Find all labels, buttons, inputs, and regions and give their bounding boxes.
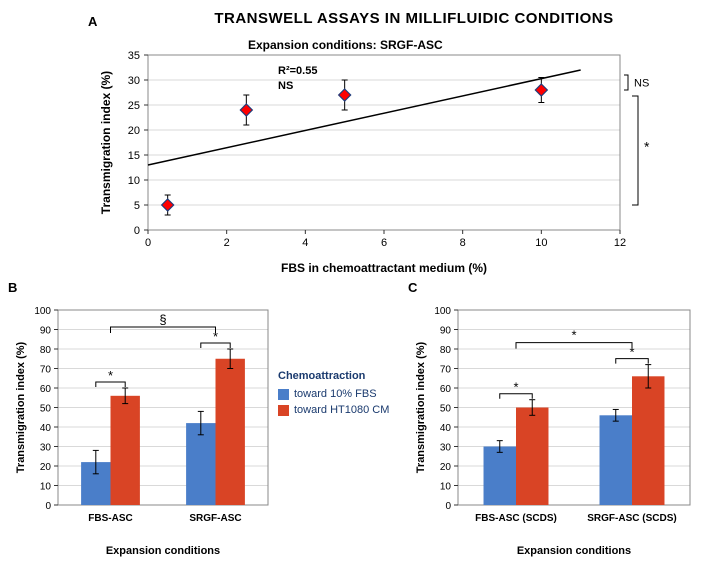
svg-text:2: 2 — [224, 237, 230, 249]
panel-c-label: C — [408, 280, 417, 295]
svg-text:80: 80 — [40, 345, 52, 356]
svg-text:20: 20 — [128, 125, 140, 137]
legend-label-2: toward HT1080 CM — [294, 404, 389, 416]
svg-text:30: 30 — [128, 75, 140, 87]
panel-a: A TRANSWELL ASSAYS IN MILLIFLUIDIC CONDI… — [8, 10, 700, 280]
svg-text:50: 50 — [40, 404, 52, 415]
svg-text:FBS-ASC: FBS-ASC — [88, 513, 132, 524]
svg-text:20: 20 — [40, 462, 52, 473]
svg-text:0: 0 — [134, 225, 140, 237]
svg-text:SRGF-ASC (SCDS): SRGF-ASC (SCDS) — [587, 513, 676, 524]
svg-text:60: 60 — [440, 384, 452, 395]
svg-text:50: 50 — [440, 404, 452, 415]
svg-text:70: 70 — [40, 365, 52, 376]
svg-text:20: 20 — [440, 462, 452, 473]
svg-text:*: * — [513, 380, 518, 395]
panel-a-chart: 0 5 10 15 20 25 30 35 0 2 4 6 8 10 12 FBS in chemoattra… — [8, 30, 700, 280]
svg-text:10: 10 — [40, 482, 52, 493]
panel-b-chart: 0 10 20 30 40 50 60 70 80 90 100 Transmigration ind… — [8, 280, 278, 560]
svg-text:30: 30 — [40, 443, 52, 454]
svg-text:*: * — [571, 328, 576, 343]
svg-text:0: 0 — [145, 237, 151, 249]
svg-text:Expansion conditions: Expansion conditions — [106, 545, 220, 557]
svg-text:FBS-ASC (SCDS): FBS-ASC (SCDS) — [475, 513, 557, 524]
svg-text:80: 80 — [440, 345, 452, 356]
svg-text:*: * — [644, 139, 650, 155]
svg-text:10: 10 — [128, 175, 140, 187]
svg-text:SRGF-ASC: SRGF-ASC — [189, 513, 241, 524]
panel-c: C 0 10 20 30 40 50 60 70 80 90 100 Transmigration i… — [408, 280, 700, 560]
legend-title: Chemoattraction — [278, 370, 389, 382]
svg-text:12: 12 — [614, 237, 626, 249]
legend-swatch-2 — [278, 405, 289, 416]
svg-text:40: 40 — [40, 423, 52, 434]
legend-item-2: toward HT1080 CM — [278, 404, 389, 416]
figure-title: TRANSWELL ASSAYS IN MILLIFLUIDIC CONDITI… — [128, 10, 700, 27]
svg-text:5: 5 — [134, 200, 140, 212]
svg-text:90: 90 — [40, 326, 52, 337]
svg-text:15: 15 — [128, 150, 140, 162]
svg-text:NS: NS — [634, 78, 649, 90]
svg-text:*: * — [108, 368, 113, 383]
svg-text:60: 60 — [40, 384, 52, 395]
panel-a-label: A — [88, 14, 97, 29]
panel-c-chart: 0 10 20 30 40 50 60 70 80 90 100 Transmigration ind… — [408, 280, 700, 560]
panel-b-label: B — [8, 280, 17, 295]
legend-item-1: toward 10% FBS — [278, 388, 389, 400]
svg-text:Expansion conditions: Expansion conditions — [517, 545, 631, 557]
svg-text:8: 8 — [460, 237, 466, 249]
svg-text:30: 30 — [440, 443, 452, 454]
svg-text:70: 70 — [440, 365, 452, 376]
svg-text:Transmigration index (%): Transmigration index (%) — [99, 71, 113, 214]
svg-text:10: 10 — [535, 237, 547, 249]
bottom-row: B 0102030405060708090100Transmigration i… — [8, 280, 700, 560]
legend-swatch-1 — [278, 389, 289, 400]
svg-text:40: 40 — [440, 423, 452, 434]
svg-text:Transmigration index (%): Transmigration index (%) — [415, 341, 427, 473]
svg-text:35: 35 — [128, 50, 140, 62]
svg-text:FBS in chemoattractant medium: FBS in chemoattractant medium (%) — [281, 261, 487, 275]
legend-label-1: toward 10% FBS — [294, 388, 377, 400]
svg-text:25: 25 — [128, 100, 140, 112]
svg-text:90: 90 — [440, 326, 452, 337]
svg-text:100: 100 — [434, 306, 451, 317]
svg-text:0: 0 — [45, 501, 51, 512]
svg-text:Transmigration index (%): Transmigration index (%) — [15, 341, 27, 473]
legend: Chemoattraction toward 10% FBS toward HT… — [278, 370, 389, 416]
figure: A TRANSWELL ASSAYS IN MILLIFLUIDIC CONDI… — [8, 10, 700, 560]
svg-text:100: 100 — [34, 306, 51, 317]
svg-text:4: 4 — [302, 237, 308, 249]
svg-text:0: 0 — [445, 501, 451, 512]
svg-text:6: 6 — [381, 237, 387, 249]
svg-text:10: 10 — [440, 482, 452, 493]
svg-text:§: § — [159, 312, 166, 327]
panel-b: B 0 10 20 30 40 50 60 70 80 90 100 Transmigration i… — [8, 280, 408, 560]
